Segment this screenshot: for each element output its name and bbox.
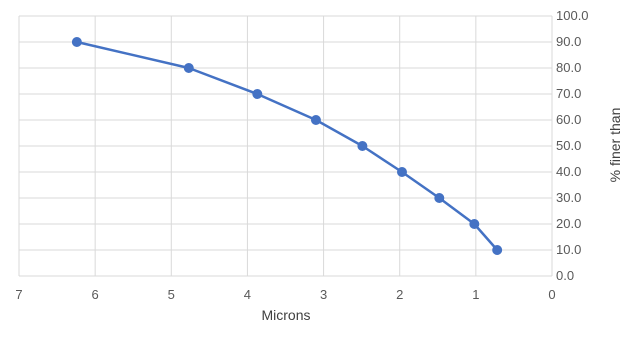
data-point bbox=[396, 167, 407, 177]
y-tick-label: 90.0 bbox=[556, 34, 581, 49]
y-tick-label: 40.0 bbox=[556, 164, 581, 179]
y-tick-label: 20.0 bbox=[556, 216, 581, 231]
y-tick-labels: 0.0 10.0 20.0 30.0 40.0 50.0 60.0 70.0 80.0 90.0 1… bbox=[556, 8, 589, 283]
x-tick-label: 6 bbox=[92, 287, 99, 302]
data-point bbox=[492, 245, 503, 255]
y-tick-label: 60.0 bbox=[556, 112, 581, 127]
y-tick-label: 100.0 bbox=[556, 8, 589, 23]
x-tick-label: 5 bbox=[168, 287, 175, 302]
x-axis-title: Microns bbox=[261, 307, 310, 323]
x-tick-label: 3 bbox=[320, 287, 327, 302]
y-tick-label: 0.0 bbox=[556, 268, 574, 283]
gridlines bbox=[18, 15, 553, 277]
y-tick-label: 70.0 bbox=[556, 86, 581, 101]
y-tick-label: 30.0 bbox=[556, 190, 581, 205]
data-point bbox=[357, 141, 368, 151]
y-tick-label: 80.0 bbox=[556, 60, 581, 75]
data-point bbox=[71, 37, 82, 47]
data-point bbox=[310, 115, 321, 125]
y-axis-title: % finer than bbox=[607, 108, 623, 183]
x-tick-label: 0 bbox=[548, 287, 555, 302]
x-tick-label: 4 bbox=[244, 287, 251, 302]
x-tick-label: 7 bbox=[15, 287, 22, 302]
data-point bbox=[469, 219, 480, 229]
x-tick-label: 2 bbox=[396, 287, 403, 302]
data-point bbox=[434, 193, 445, 203]
data-point bbox=[183, 63, 194, 73]
y-tick-label: 10.0 bbox=[556, 242, 581, 257]
x-tick-labels: 7 6 5 4 3 2 1 0 bbox=[15, 287, 555, 302]
y-tick-label: 50.0 bbox=[556, 138, 581, 153]
x-tick-label: 1 bbox=[472, 287, 479, 302]
data-point bbox=[252, 89, 263, 99]
series-group bbox=[71, 37, 503, 255]
